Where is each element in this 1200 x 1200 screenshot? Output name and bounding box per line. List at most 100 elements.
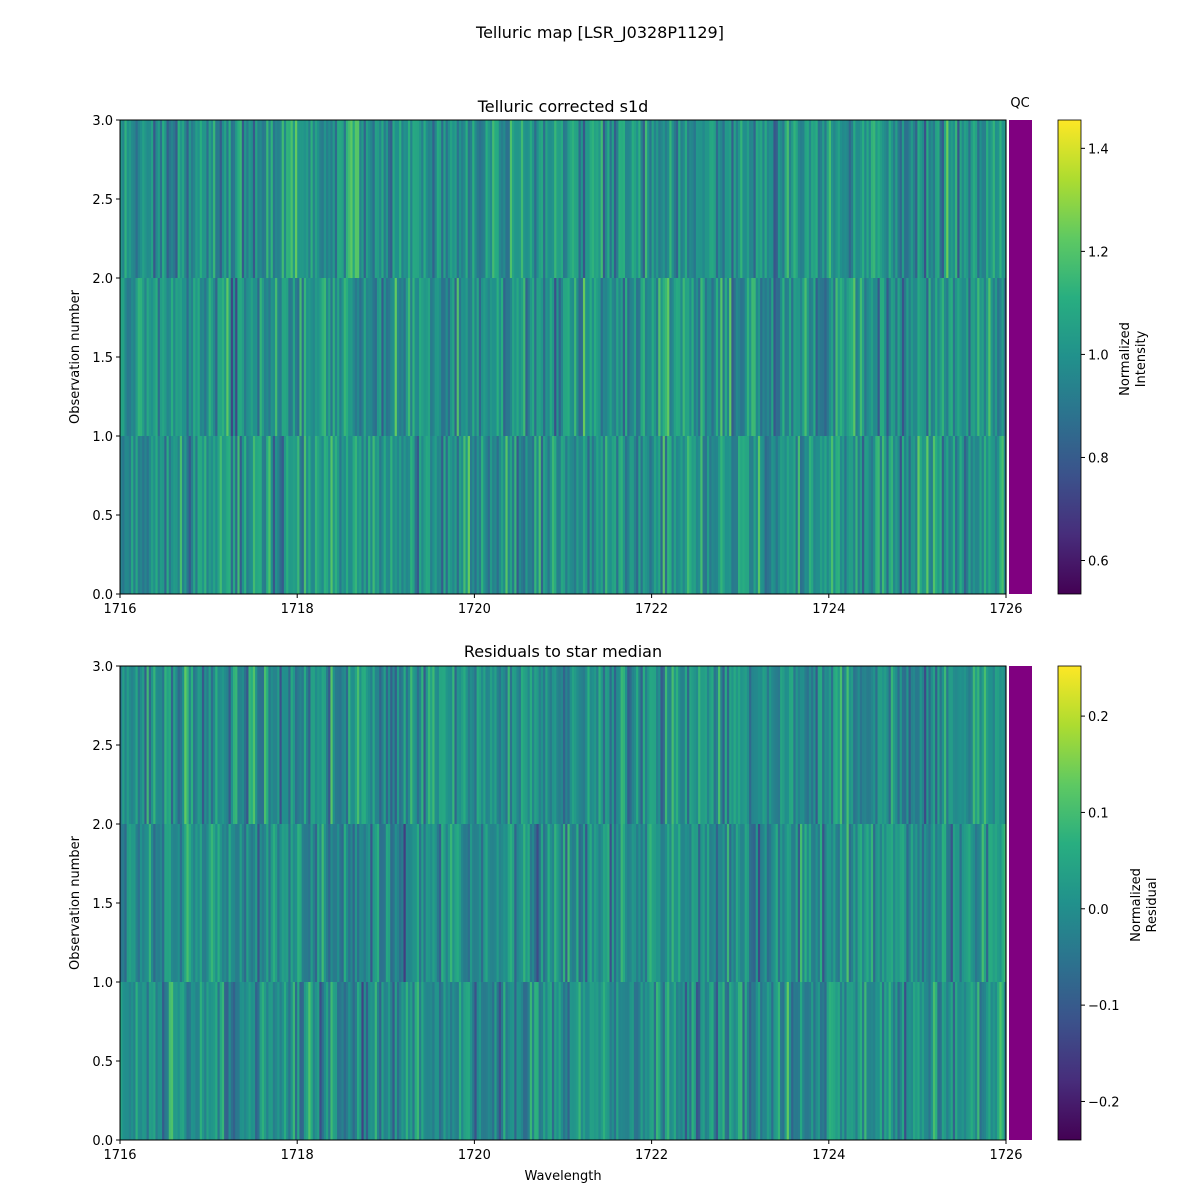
- heatmap-cell: [337, 982, 340, 1140]
- heatmap-cell: [492, 666, 495, 824]
- heatmap-cell: [844, 824, 848, 982]
- heatmap-cell: [162, 120, 165, 278]
- heatmap-cell: [458, 824, 462, 982]
- heatmap-cell: [523, 278, 526, 436]
- heatmap-cell: [955, 278, 958, 436]
- heatmap-cell: [979, 982, 983, 1140]
- heatmap-cell: [702, 436, 706, 594]
- heatmap-cell: [525, 982, 529, 1140]
- heatmap-cell: [261, 824, 265, 982]
- heatmap-cell: [146, 666, 150, 824]
- heatmap-cell: [764, 666, 768, 824]
- heatmap-cell: [879, 666, 883, 824]
- heatmap-cell: [281, 278, 285, 436]
- heatmap-cell: [713, 666, 717, 824]
- heatmap-cell: [197, 120, 201, 278]
- heatmap-cell: [981, 824, 985, 982]
- heatmap-cell: [782, 824, 786, 982]
- heatmap-cell: [986, 436, 989, 594]
- heatmap-cell: [458, 666, 462, 824]
- heatmap-cell: [618, 666, 622, 824]
- heatmap-cell: [574, 982, 577, 1140]
- heatmap-cell: [912, 278, 916, 436]
- heatmap-cell: [500, 120, 504, 278]
- heatmap-cell: [746, 666, 750, 824]
- heatmap-cell: [237, 982, 241, 1140]
- heatmap-cell: [496, 982, 500, 1140]
- heatmap-cell: [326, 824, 329, 982]
- heatmap-cell: [957, 436, 961, 594]
- heatmap-cell: [631, 982, 635, 1140]
- heatmap-cell: [997, 436, 1000, 594]
- heatmap-cell: [337, 436, 340, 594]
- heatmap-cell: [859, 982, 863, 1140]
- heatmap-cell: [224, 120, 227, 278]
- heatmap-cell: [713, 824, 717, 982]
- heatmap-cell: [742, 436, 746, 594]
- colorbar-tick-label: 0.1: [1088, 806, 1109, 821]
- heatmap-cell: [370, 824, 374, 982]
- heatmap-cell: [930, 824, 934, 982]
- heatmap-cell: [846, 824, 850, 982]
- heatmap-cell: [578, 982, 582, 1140]
- heatmap-cell: [359, 120, 363, 278]
- x-tick-label: 1726: [989, 602, 1022, 617]
- heatmap-cell: [932, 982, 936, 1140]
- heatmap-cell: [270, 982, 274, 1140]
- heatmap-cell: [795, 982, 799, 1140]
- heatmap-cell: [667, 824, 670, 982]
- heatmap-cell: [436, 436, 440, 594]
- heatmap-cell: [1001, 278, 1005, 436]
- heatmap-cell: [303, 824, 307, 982]
- heatmap-cell: [199, 824, 203, 982]
- heatmap-cell: [611, 120, 615, 278]
- heatmap-cell: [972, 120, 976, 278]
- heatmap-cell: [266, 120, 269, 278]
- heatmap-cell: [924, 666, 927, 824]
- heatmap-cell: [881, 278, 885, 436]
- heatmap-cell: [693, 436, 697, 594]
- heatmap-cell: [461, 666, 464, 824]
- heatmap-cell: [963, 666, 967, 824]
- heatmap-cell: [182, 278, 185, 436]
- heatmap-cell: [731, 666, 735, 824]
- heatmap-cell: [970, 436, 974, 594]
- heatmap-cell: [131, 982, 134, 1140]
- heatmap-cell: [434, 436, 438, 594]
- heatmap-cell: [782, 666, 786, 824]
- heatmap-cell: [210, 120, 214, 278]
- heatmap-cell: [332, 982, 336, 1140]
- heatmap-cell: [294, 278, 298, 436]
- heatmap-cell: [658, 436, 662, 594]
- heatmap-cell: [529, 120, 533, 278]
- heatmap-cell: [217, 278, 221, 436]
- heatmap-cell: [469, 982, 473, 1140]
- heatmap-cell: [248, 120, 252, 278]
- heatmap-cell: [447, 436, 451, 594]
- heatmap-cell: [957, 982, 961, 1140]
- heatmap-cell: [558, 278, 562, 436]
- heatmap-cell: [232, 120, 236, 278]
- heatmap-cell: [613, 120, 617, 278]
- heatmap-cell: [899, 278, 903, 436]
- heatmap-cell: [870, 982, 874, 1140]
- heatmap-cell: [554, 666, 557, 824]
- heatmap-cell: [321, 278, 325, 436]
- heatmap-cell: [461, 982, 464, 1140]
- heatmap-cell: [467, 120, 471, 278]
- heatmap-cell: [722, 824, 726, 982]
- heatmap-cell: [348, 436, 351, 594]
- heatmap-cell: [585, 120, 588, 278]
- heatmap-cell: [961, 436, 965, 594]
- heatmap-cell: [868, 120, 872, 278]
- heatmap-cell: [549, 278, 553, 436]
- heatmap-cell: [881, 666, 885, 824]
- heatmap-cell: [735, 666, 739, 824]
- heatmap-cell: [937, 278, 941, 436]
- heatmap-cell: [600, 824, 604, 982]
- heatmap-cell: [638, 120, 642, 278]
- heatmap-cell: [410, 436, 413, 594]
- heatmap-cell: [359, 278, 363, 436]
- heatmap-cell: [893, 436, 896, 594]
- heatmap-cell: [423, 824, 427, 982]
